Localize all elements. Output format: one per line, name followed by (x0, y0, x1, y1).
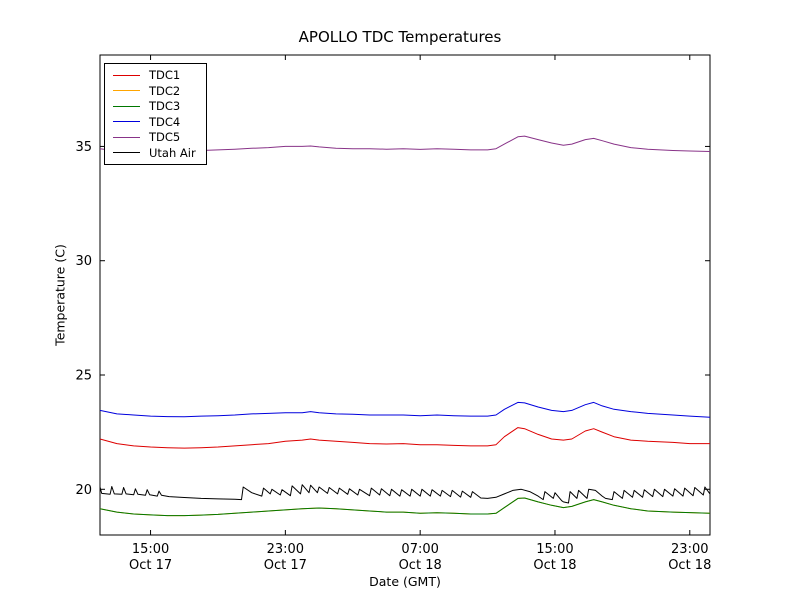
legend-swatch-tdc5 (113, 136, 140, 138)
axes-frame (99, 54, 711, 536)
series-line-tdc1 (99, 427, 710, 449)
x-axis-label: Date (GMT) (369, 574, 441, 589)
y-tick-label: 35 (75, 140, 92, 155)
x-tick-label-time: 15:00 (536, 542, 573, 557)
y-tick-label: 30 (75, 254, 92, 269)
legend-label: TDC5 (149, 130, 181, 144)
legend-item: TDC1 (113, 69, 196, 81)
x-tick-label-date: Oct 17 (129, 558, 172, 573)
legend-swatch-tdc2 (113, 90, 140, 91)
legend-item: TDC2 (113, 85, 196, 97)
y-tick-label: 20 (75, 483, 92, 498)
legend-item: TDC4 (113, 116, 196, 128)
legend-label: TDC1 (149, 68, 181, 82)
x-tick-label-time: 15:00 (132, 542, 169, 557)
series-line-utah-air (99, 484, 711, 504)
chart-title: APOLLO TDC Temperatures (298, 28, 502, 46)
legend-label: TDC3 (149, 99, 181, 113)
x-tick-label-time: 07:00 (401, 542, 438, 557)
legend-swatch-tdc1 (113, 74, 140, 76)
legend-swatch-utah-air (113, 152, 140, 153)
y-tick-label: 25 (75, 369, 92, 384)
x-tick-label-time: 23:00 (671, 542, 708, 557)
legend-label: Utah Air (149, 145, 196, 160)
x-tick-label-date: Oct 18 (399, 558, 442, 573)
legend-item: TDC5 (113, 131, 196, 143)
legend: TDC1 TDC2 TDC3 TDC4 TDC5 Utah Air (104, 63, 207, 165)
series-line-tdc2 (99, 497, 711, 517)
series-line-tdc4 (99, 401, 711, 418)
y-axis-label-text: Temperature (C) (52, 244, 68, 346)
series-line-tdc5 (99, 135, 711, 153)
x-tick-label-date: Oct 18 (668, 558, 711, 573)
legend-label: TDC4 (149, 114, 181, 129)
x-tick-label-date: Oct 17 (264, 558, 307, 573)
legend-item: Utah Air (113, 147, 196, 159)
legend-label: TDC2 (149, 83, 181, 98)
legend-item: TDC3 (113, 100, 196, 112)
legend-swatch-tdc4 (113, 121, 140, 122)
x-tick-label-date: Oct 18 (533, 558, 576, 573)
legend-swatch-tdc3 (113, 105, 140, 107)
series-line-tdc3 (99, 497, 711, 517)
x-tick-label-time: 23:00 (267, 542, 304, 557)
